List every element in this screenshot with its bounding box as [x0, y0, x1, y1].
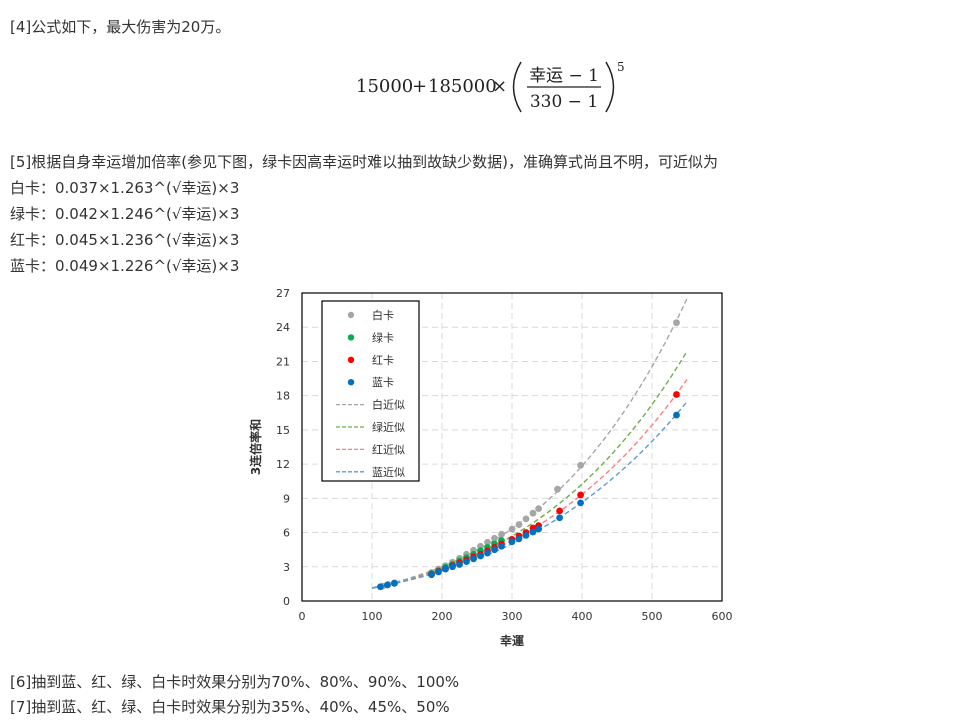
- data-point: [498, 530, 505, 538]
- data-point: [556, 507, 563, 515]
- note-4: [4]公式如下，最大伤害为20万。: [10, 18, 231, 36]
- x-tick-label: 300: [502, 610, 523, 623]
- data-point: [463, 558, 470, 566]
- data-point: [522, 532, 530, 539]
- x-tick-label: 0: [299, 610, 306, 623]
- data-point: [377, 583, 384, 591]
- data-point: [535, 525, 542, 533]
- legend-label: 白近似: [372, 398, 405, 412]
- legend-marker: [347, 334, 355, 341]
- green-card-formula: 绿卡：0.042×1.246^(√幸运)×3: [10, 205, 240, 223]
- data-point: [442, 565, 449, 573]
- fit-curve: [371, 401, 688, 589]
- legend-label: 白卡: [372, 308, 394, 322]
- note-7: [7]抽到蓝、红、绿、白卡时效果分别为35%、40%、45%、50%: [10, 698, 450, 716]
- x-axis-label: 幸運: [500, 633, 524, 648]
- data-point: [673, 319, 680, 327]
- y-tick-label: 24: [276, 321, 290, 334]
- legend-label: 蓝卡: [372, 376, 394, 389]
- fit-curve: [371, 350, 688, 589]
- data-point: [477, 552, 484, 560]
- y-tick-label: 27: [276, 287, 290, 300]
- y-tick-label: 15: [276, 424, 290, 437]
- x-tick-label: 100: [362, 610, 383, 623]
- data-point: [484, 549, 491, 557]
- data-point: [428, 571, 435, 579]
- legend-marker: [347, 379, 355, 386]
- data-point: [522, 515, 530, 523]
- white-card-formula: 白卡：0.037×1.263^(√幸运)×3: [10, 179, 240, 197]
- formula-plus: +: [412, 76, 427, 97]
- data-point: [384, 581, 391, 589]
- data-point: [554, 485, 561, 493]
- formula-exponent: 5: [617, 60, 625, 74]
- x-tick-label: 200: [432, 610, 453, 623]
- data-point: [484, 538, 491, 546]
- data-point: [508, 525, 516, 533]
- data-point: [435, 568, 442, 576]
- legend-marker: [347, 356, 355, 363]
- formula-times: ×: [492, 76, 507, 97]
- y-tick-label: 18: [276, 390, 290, 403]
- data-point: [529, 528, 537, 536]
- x-tick-label: 600: [712, 610, 733, 623]
- y-tick-label: 6: [283, 527, 290, 540]
- data-point: [391, 579, 398, 587]
- formula-term-a: 15000: [356, 76, 413, 97]
- blue-card-formula: 蓝卡：0.049×1.226^(√幸运)×3: [10, 257, 240, 275]
- x-tick-label: 500: [642, 610, 663, 623]
- legend-label: 蓝近似: [372, 466, 405, 479]
- data-point: [673, 391, 680, 398]
- formula-term-b: 185000: [428, 76, 497, 97]
- data-point: [491, 534, 498, 542]
- data-point: [491, 546, 498, 554]
- y-tick-label: 12: [276, 458, 290, 471]
- fit-curve: [371, 378, 688, 589]
- damage-formula: 15000 + 185000 × 幸运 − 1 330 − 1 5: [356, 60, 625, 113]
- y-axis-label: 3连倍率和: [248, 419, 263, 475]
- data-point: [556, 514, 563, 522]
- legend-label: 绿卡: [372, 330, 394, 344]
- legend-label: 绿近似: [372, 420, 405, 434]
- legend-marker: [347, 311, 355, 319]
- plot-area-border: [301, 292, 723, 602]
- data-point: [498, 542, 505, 550]
- data-point: [515, 535, 523, 543]
- formula-denominator: 330 − 1: [530, 92, 598, 112]
- note-6: [6]抽到蓝、红、绿、白卡时效果分别为70%、80%、90%、100%: [10, 673, 460, 691]
- data-point: [456, 561, 463, 568]
- data-point: [673, 411, 680, 419]
- formula-left-paren: [512, 61, 522, 113]
- data-point: [470, 555, 477, 563]
- data-point: [577, 491, 584, 499]
- y-tick-label: 3: [283, 561, 290, 574]
- red-card-formula: 红卡：0.045×1.236^(√幸运)×3: [10, 231, 240, 249]
- data-point: [577, 499, 584, 507]
- y-tick-label: 0: [283, 595, 290, 608]
- data-point: [515, 521, 523, 528]
- data-point: [529, 509, 537, 517]
- x-tick-label: 400: [572, 610, 593, 623]
- data-point: [577, 461, 584, 469]
- data-point: [535, 505, 542, 512]
- formula-right-paren: [605, 61, 615, 113]
- y-tick-label: 21: [276, 355, 290, 368]
- luck-multiplier-chart: 0 100 200 300 400 500 600 0 3 6 9 12 15 18 21 24 27 白卡绿卡…: [248, 287, 733, 648]
- data-point: [508, 538, 516, 546]
- legend-box: [321, 300, 420, 482]
- data-point: [449, 563, 456, 571]
- legend-label: 红卡: [372, 354, 394, 367]
- y-tick-label: 9: [283, 492, 290, 505]
- formula-numerator: 幸运 − 1: [529, 66, 599, 86]
- legend-label: 红近似: [372, 443, 405, 456]
- note-5: [5]根据自身幸运增加倍率(参见下图，绿卡因高幸运时难以抽到故缺少数据)，准确算…: [10, 153, 718, 171]
